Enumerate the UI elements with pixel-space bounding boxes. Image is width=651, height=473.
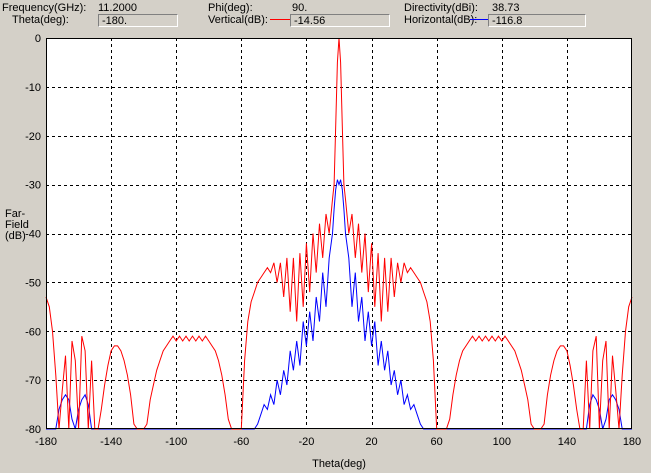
x-tick-label: 100	[493, 436, 511, 448]
x-tick-label: -100	[165, 436, 187, 448]
directivity-label: Directivity(dBi):	[404, 2, 478, 14]
y-tick-label: -30	[25, 180, 41, 192]
vertical-value-field: -14.56	[290, 14, 390, 27]
phi-label: Phi(deg):	[208, 2, 253, 14]
x-tick-label: -20	[298, 436, 314, 448]
x-tick-label: -140	[100, 436, 122, 448]
y-tick-label: 0	[35, 33, 41, 45]
grid	[46, 38, 632, 429]
frequency-value: 11.2000	[98, 2, 137, 14]
horizontal-label: Horizontal(dB):	[404, 14, 478, 26]
tick-labels: -180 -140 -100 -60 -20 20 60 100 140 180 0 -10 -20 -3…	[25, 33, 641, 448]
theta-value: -180.	[102, 15, 128, 27]
y-tick-label: -20	[25, 131, 41, 143]
frequency-label: Frequency(GHz):	[2, 2, 87, 14]
y-axis-label-line-1: Far-	[5, 208, 26, 220]
x-tick-label: -180	[35, 436, 57, 448]
theta-value-field: -180.	[98, 14, 178, 27]
vertical-value: -14.56	[294, 15, 326, 27]
x-tick-label: 180	[623, 436, 641, 448]
y-axis-label-line-3: (dB)	[5, 230, 26, 242]
horizontal-legend-line	[470, 19, 490, 20]
vertical-label: Vertical(dB):	[208, 14, 268, 26]
x-tick-label: -60	[233, 436, 249, 448]
x-tick-label: 60	[431, 436, 443, 448]
horizontal-value: -116.8	[492, 15, 523, 27]
y-axis-label: Far- Field (dB)	[5, 209, 29, 242]
y-tick-label: -60	[25, 326, 41, 338]
phi-value: 90.	[292, 2, 308, 14]
y-tick-label: -10	[25, 82, 41, 94]
directivity-value: 38.73	[492, 2, 520, 14]
x-tick-label: 140	[558, 436, 576, 448]
horizontal-value-field: -116.8	[488, 14, 586, 27]
y-tick-label: -70	[25, 375, 41, 387]
y-tick-label: -80	[25, 424, 41, 436]
x-tick-label: 20	[365, 436, 377, 448]
y-tick-label: -50	[25, 277, 41, 289]
x-axis-label: Theta(deg)	[312, 458, 366, 470]
y-axis-label-line-2: Field	[5, 219, 29, 231]
vertical-legend-line	[270, 19, 292, 20]
theta-label: Theta(deg):	[12, 14, 69, 26]
plot-background	[46, 38, 632, 429]
y-tick-label: -40	[25, 229, 41, 241]
plot-frame	[46, 38, 632, 429]
